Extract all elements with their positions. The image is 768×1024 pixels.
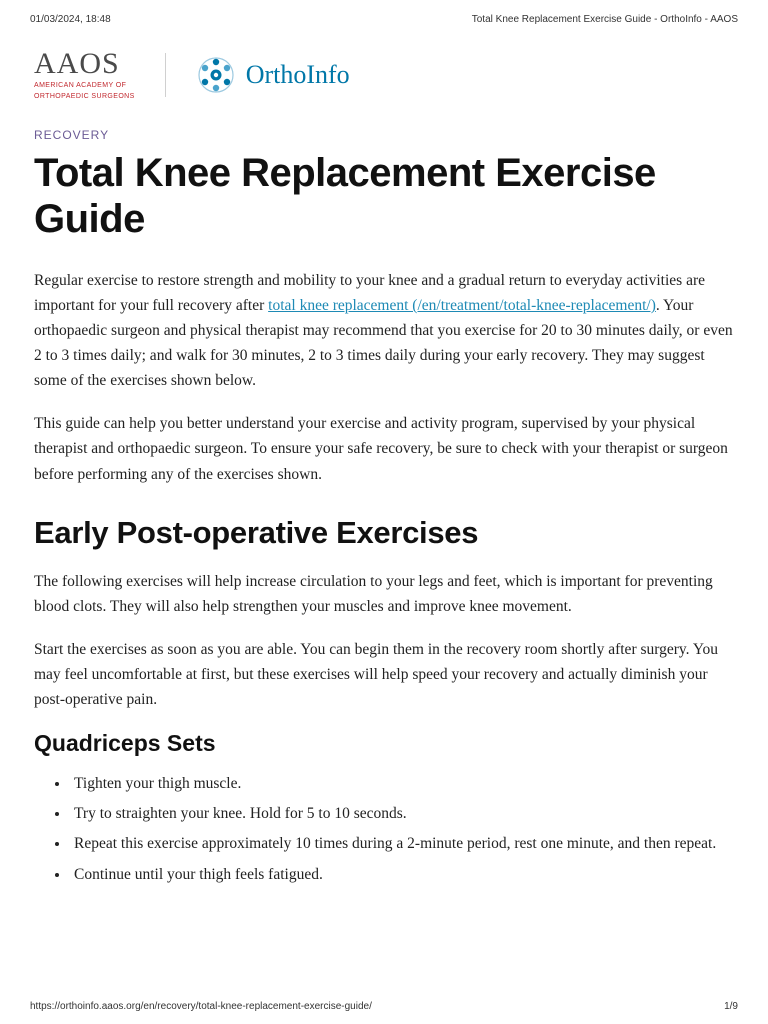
orthoinfo-text: OrthoInfo xyxy=(246,60,350,90)
page-title: Total Knee Replacement Exercise Guide xyxy=(34,150,734,242)
aaos-sub2: ORTHOPAEDIC SURGEONS xyxy=(34,93,135,101)
orthoinfo-icon xyxy=(196,55,236,95)
logo-divider xyxy=(165,53,166,97)
list-item: Continue until your thigh feels fatigued… xyxy=(70,862,734,887)
list-item: Repeat this exercise approximately 10 ti… xyxy=(70,831,734,856)
aaos-sub1: AMERICAN ACADEMY OF xyxy=(34,82,135,90)
aaos-logo-text: AAOS xyxy=(34,49,135,79)
tkr-link[interactable]: total knee replacement (/en/treatment/to… xyxy=(268,297,656,314)
quad-sets-list: Tighten your thigh muscle. Try to straig… xyxy=(70,771,734,886)
section1-p2: Start the exercises as soon as you are a… xyxy=(34,637,734,712)
section-early-heading: Early Post-operative Exercises xyxy=(34,515,734,551)
list-item: Tighten your thigh muscle. xyxy=(70,771,734,796)
logo-row: AAOS AMERICAN ACADEMY OF ORTHOPAEDIC SUR… xyxy=(34,49,734,102)
quad-sets-heading: Quadriceps Sets xyxy=(34,730,734,757)
print-page: 1/9 xyxy=(724,1001,738,1012)
print-header: 01/03/2024, 18:48 Total Knee Replacement… xyxy=(0,0,768,31)
orthoinfo-logo[interactable]: OrthoInfo xyxy=(196,55,350,95)
section1-p1: The following exercises will help increa… xyxy=(34,569,734,619)
print-timestamp: 01/03/2024, 18:48 xyxy=(30,14,111,25)
category-label[interactable]: RECOVERY xyxy=(34,128,734,142)
list-item: Try to straighten your knee. Hold for 5 … xyxy=(70,801,734,826)
intro-p1: Regular exercise to restore strength and… xyxy=(34,268,734,394)
print-title: Total Knee Replacement Exercise Guide - … xyxy=(472,14,738,25)
print-footer: https://orthoinfo.aaos.org/en/recovery/t… xyxy=(30,1001,738,1012)
article-content: AAOS AMERICAN ACADEMY OF ORTHOPAEDIC SUR… xyxy=(0,31,768,887)
print-url: https://orthoinfo.aaos.org/en/recovery/t… xyxy=(30,1001,372,1012)
aaos-logo[interactable]: AAOS AMERICAN ACADEMY OF ORTHOPAEDIC SUR… xyxy=(34,49,135,102)
intro-p2: This guide can help you better understan… xyxy=(34,411,734,486)
